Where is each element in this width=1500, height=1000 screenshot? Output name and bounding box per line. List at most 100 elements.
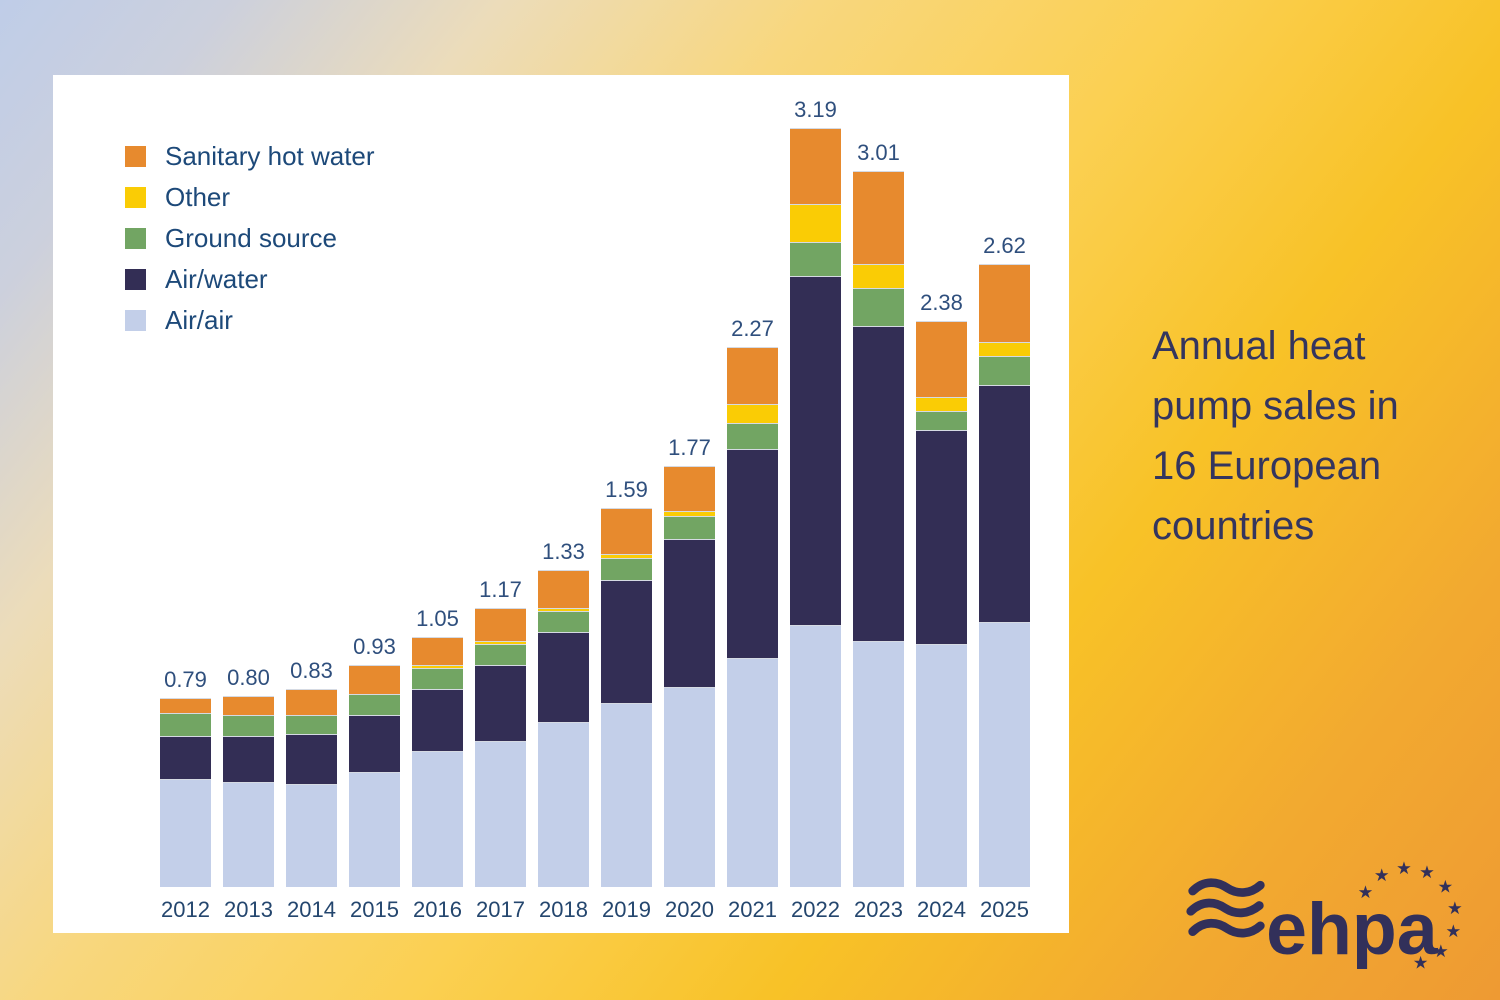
page-title: Annual heat pump sales in 16 European co… (1152, 324, 1399, 548)
waves-icon (1186, 878, 1265, 938)
legend-item-air_air: Air/air (125, 300, 375, 341)
year-label-2013: 2013 (224, 897, 273, 922)
segment-air_water-2012 (160, 737, 211, 781)
segment-ground_source-2016 (412, 668, 463, 690)
segment-sanitary_hot_water-2017 (475, 609, 526, 643)
segment-air_air-2024 (916, 644, 967, 887)
legend-swatch-other-icon (125, 187, 146, 208)
svg-text:★: ★ (1374, 865, 1390, 885)
total-label-2023: 3.01 (857, 140, 900, 166)
legend-item-other: Other (125, 177, 375, 218)
svg-text:★: ★ (1396, 860, 1412, 878)
segment-sanitary_hot_water-2016 (412, 637, 463, 667)
bar-2017: 1.17 2017 (475, 577, 526, 922)
total-label-2017: 1.17 (479, 577, 522, 603)
bar-2015: 0.93 2015 (349, 634, 400, 922)
segment-air_air-2021 (727, 659, 778, 887)
segment-other-2017 (475, 642, 526, 645)
year-label-2016: 2016 (413, 897, 462, 922)
segment-ground_source-2025 (979, 357, 1030, 386)
segment-ground_source-2023 (853, 288, 904, 327)
bar-2024: 2.38 2024 (916, 290, 967, 922)
total-label-2019: 1.59 (605, 477, 648, 503)
segment-other-2023 (853, 264, 904, 289)
svg-text:★: ★ (1358, 882, 1374, 902)
segment-air_air-2013 (223, 782, 274, 887)
bar-2014: 0.83 2014 (286, 658, 337, 922)
segment-air_air-2018 (538, 723, 589, 887)
total-label-2024: 2.38 (920, 289, 963, 315)
segment-sanitary_hot_water-2020 (664, 466, 715, 512)
segment-air_air-2025 (979, 623, 1030, 887)
segment-sanitary_hot_water-2024 (916, 321, 967, 398)
segment-air_air-2020 (664, 687, 715, 887)
segment-other-2025 (979, 343, 1030, 358)
svg-text:★: ★ (1433, 941, 1449, 961)
segment-air_air-2023 (853, 642, 904, 887)
segment-other-2016 (412, 666, 463, 669)
segment-air_air-2014 (286, 784, 337, 887)
svg-text:★: ★ (1413, 953, 1429, 973)
segment-ground_source-2015 (349, 694, 400, 716)
segment-air_water-2014 (286, 735, 337, 785)
legend-label-other: Other (165, 182, 231, 212)
segment-other-2018 (538, 609, 589, 612)
bar-2012: 0.79 2012 (160, 667, 211, 922)
year-label-2024: 2024 (917, 897, 966, 922)
total-label-2013: 0.80 (227, 665, 270, 690)
bar-2013: 0.80 2013 (223, 665, 274, 922)
segment-air_water-2013 (223, 737, 274, 783)
segment-air_water-2023 (853, 326, 904, 643)
year-label-2025: 2025 (980, 897, 1029, 922)
legend-swatch-air_water-icon (125, 269, 146, 290)
year-label-2015: 2015 (350, 897, 399, 922)
bar-2023: 3.01 2023 (853, 140, 904, 922)
year-label-2014: 2014 (287, 897, 336, 922)
bar-2021: 2.27 2021 (727, 316, 778, 922)
segment-sanitary_hot_water-2014 (286, 689, 337, 716)
segment-ground_source-2014 (286, 716, 337, 735)
segment-air_water-2020 (664, 540, 715, 688)
segment-sanitary_hot_water-2012 (160, 699, 211, 714)
ehpa-logo-graphic: ehpa ★ ★ ★ ★ ★ ★ ★ ★ ★ (1186, 858, 1463, 973)
total-label-2022: 3.19 (794, 97, 837, 123)
segment-sanitary_hot_water-2013 (223, 697, 274, 716)
segment-ground_source-2020 (664, 516, 715, 541)
legend-item-ground_source: Ground source (125, 218, 375, 259)
segment-air_air-2019 (601, 704, 652, 887)
segment-other-2020 (664, 511, 715, 517)
segment-ground_source-2012 (160, 713, 211, 738)
segment-ground_source-2017 (475, 644, 526, 667)
svg-text:★: ★ (1447, 898, 1463, 918)
segment-ground_source-2021 (727, 423, 778, 450)
total-label-2014: 0.83 (290, 657, 333, 683)
svg-text:★: ★ (1419, 862, 1435, 882)
legend-item-sanitary_hot_water: Sanitary hot water (125, 136, 375, 177)
segment-sanitary_hot_water-2025 (979, 264, 1030, 344)
year-label-2021: 2021 (728, 897, 777, 922)
bar-plot: 0.79 2012 0.80 2013 0.83 2014 0.93 2015 1.05 2016… (160, 75, 1030, 922)
total-label-2018: 1.33 (542, 539, 585, 565)
segment-ground_source-2018 (538, 611, 589, 633)
year-label-2019: 2019 (602, 897, 651, 922)
segment-air_air-2016 (412, 751, 463, 887)
ehpa-logo: ehpa ★ ★ ★ ★ ★ ★ ★ ★ ★ (1183, 858, 1473, 982)
legend-swatch-air_air-icon (125, 310, 146, 331)
legend-label-air_air: Air/air (165, 305, 233, 335)
legend-swatch-ground_source-icon (125, 228, 146, 249)
bar-2022: 3.19 2022 (790, 97, 841, 922)
bar-2016: 1.05 2016 (412, 606, 463, 922)
segment-air_air-2022 (790, 625, 841, 887)
legend-label-sanitary_hot_water: Sanitary hot water (165, 141, 375, 171)
segment-air_air-2017 (475, 742, 526, 887)
segment-air_water-2022 (790, 276, 841, 626)
segment-air_water-2015 (349, 716, 400, 773)
segment-other-2021 (727, 404, 778, 424)
segment-air_water-2021 (727, 450, 778, 659)
legend-item-air_water: Air/water (125, 259, 375, 300)
segment-ground_source-2024 (916, 412, 967, 431)
segment-ground_source-2019 (601, 559, 652, 581)
segment-air_water-2018 (538, 632, 589, 724)
chart-legend: Sanitary hot water Other Ground source Air/… (125, 136, 375, 341)
